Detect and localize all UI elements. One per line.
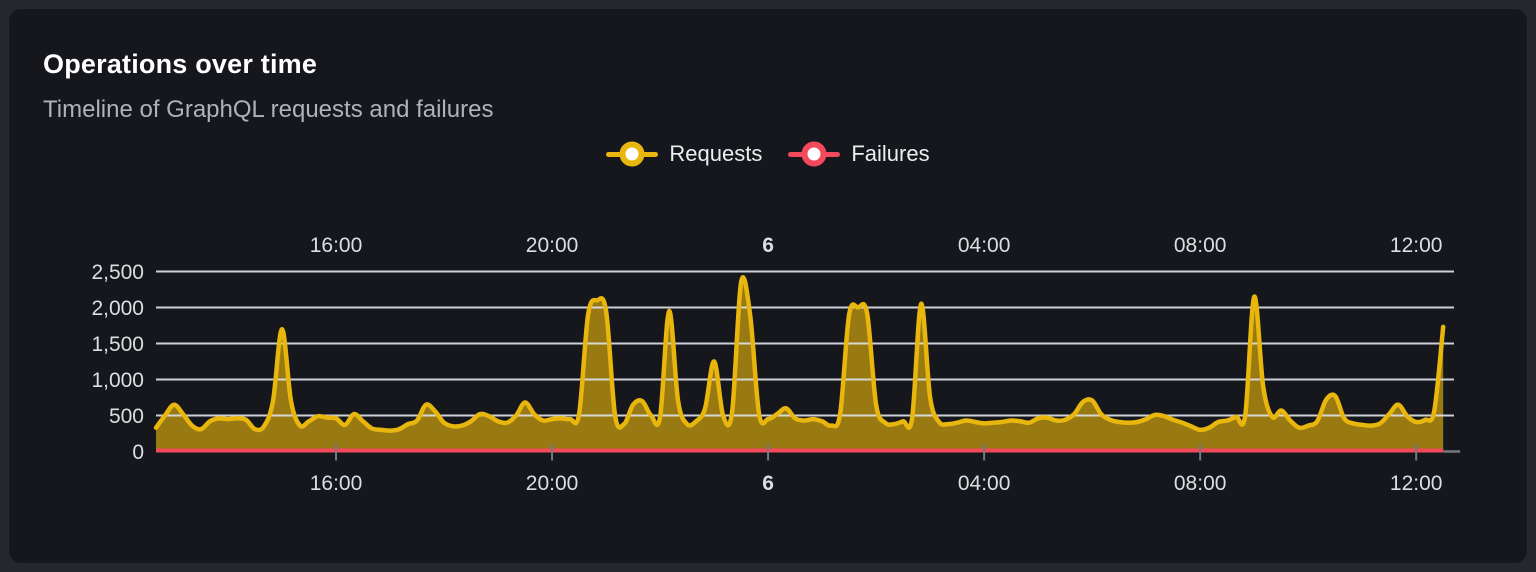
legend-label-requests: Requests <box>669 141 763 166</box>
x-axis-label-top: 6 <box>762 234 774 257</box>
y-axis-label: 1,000 <box>91 369 144 392</box>
legend-item-requests[interactable]: Requests <box>606 140 762 168</box>
requests-series-marker-icon <box>606 140 659 168</box>
requests-area <box>156 277 1444 452</box>
x-axis-label-top: 08:00 <box>1174 234 1227 257</box>
y-axis-label: 2,000 <box>91 297 144 320</box>
x-axis-label-top: 20:00 <box>526 234 579 257</box>
x-axis-label-bottom: 12:00 <box>1390 472 1443 495</box>
x-axis-label-bottom: 08:00 <box>1174 472 1227 495</box>
failures-series-marker-icon <box>788 140 841 168</box>
x-axis-label-bottom: 20:00 <box>526 472 579 495</box>
x-axis-label-top: 04:00 <box>958 234 1011 257</box>
panel-title: Operations over time <box>43 49 318 79</box>
y-axis-label: 500 <box>109 405 144 428</box>
requests-line <box>153 275 1446 433</box>
x-axis-label-bottom: 04:00 <box>958 472 1011 495</box>
x-axis-label-top: 12:00 <box>1390 234 1443 257</box>
y-axis-label: 0 <box>132 441 144 464</box>
chart-canvas[interactable]: 16:00 16:00 20:00 20:00 6 6 04:00 04:00 08:00 08:… <box>8 8 1528 564</box>
legend: Requests Failures <box>9 139 1527 169</box>
x-axis-label-bottom: 16:00 <box>310 472 363 495</box>
x-axis-label-bottom: 6 <box>762 472 774 495</box>
x-axis-label-top: 16:00 <box>310 234 363 257</box>
panel-card: 16:00 16:00 20:00 20:00 6 6 04:00 04:00 08:00 08:… <box>8 8 1528 564</box>
y-axis-label: 1,500 <box>91 333 144 356</box>
panel-subtitle: Timeline of GraphQL requests and failure… <box>43 96 494 123</box>
y-axis-label: 2,500 <box>91 261 144 284</box>
legend-item-failures[interactable]: Failures <box>788 140 930 168</box>
legend-label-failures: Failures <box>851 141 930 166</box>
